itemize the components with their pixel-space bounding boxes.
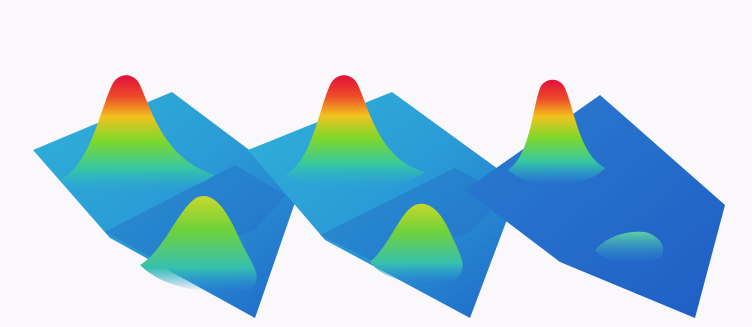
page	[0, 0, 752, 327]
plate	[465, 95, 725, 318]
panel	[33, 75, 300, 318]
surface-plots	[0, 0, 752, 327]
panel	[465, 80, 725, 318]
